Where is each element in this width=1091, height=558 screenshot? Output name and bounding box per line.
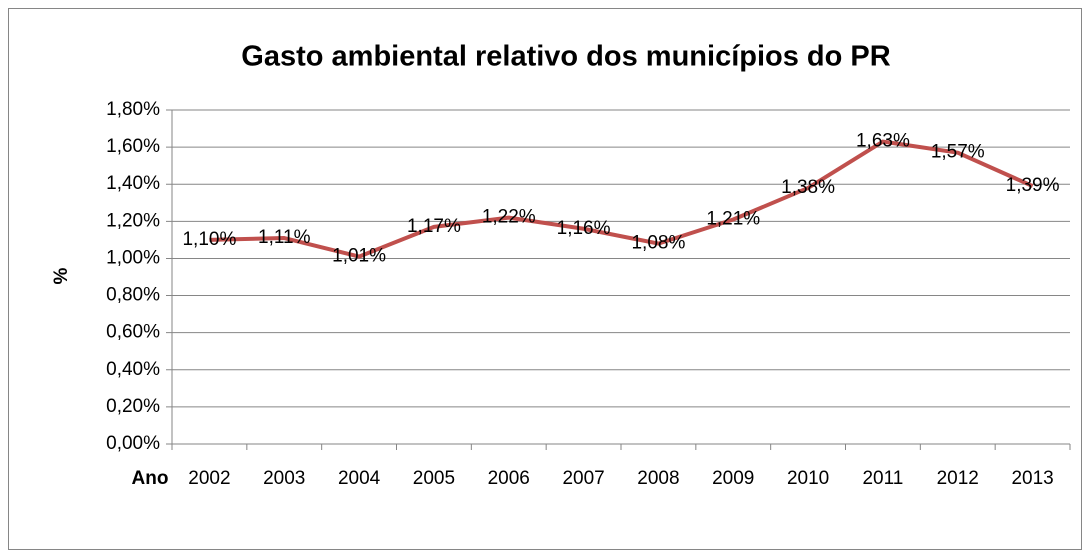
x-tick-label: 2011	[862, 468, 903, 489]
line-series	[209, 139, 1034, 259]
data-label: 1,38%	[781, 177, 835, 198]
x-tick-label: 2008	[637, 468, 679, 489]
y-tick-label: 0,80%	[106, 285, 160, 306]
y-tick-label: 1,40%	[106, 173, 160, 194]
data-label: 1,22%	[482, 207, 536, 228]
data-label: 1,11%	[258, 227, 311, 248]
chart-title: Gasto ambiental relativo dos municípios …	[241, 41, 890, 73]
x-tick-label: 2007	[562, 468, 604, 489]
data-label: 1,39%	[1006, 175, 1060, 196]
x-tick-label: 2013	[1011, 468, 1053, 489]
y-tick-label: 0,20%	[106, 396, 160, 417]
y-tick-label: 0,00%	[106, 433, 160, 454]
data-label: 1,10%	[182, 229, 236, 250]
data-label: 1,01%	[332, 246, 386, 267]
x-tick-label: 2005	[413, 468, 455, 489]
x-tick-label: 2010	[787, 468, 829, 489]
x-tick-label: 2003	[263, 468, 305, 489]
x-tick-label: 2002	[188, 468, 230, 489]
x-axis-label: Ano	[132, 468, 169, 489]
data-label: 1,63%	[856, 131, 910, 152]
data-label: 1,57%	[931, 142, 985, 163]
x-tick-label: 2009	[712, 468, 754, 489]
y-tick-label: 0,40%	[106, 359, 160, 380]
y-tick-label: 1,00%	[106, 247, 160, 268]
y-tick-label: 0,60%	[106, 322, 160, 343]
y-axis-label: %	[51, 267, 72, 284]
x-tick-label: 2004	[338, 468, 381, 489]
data-label: 1,21%	[706, 208, 760, 229]
x-tick-label: 2006	[488, 468, 530, 489]
data-label: 1,16%	[557, 218, 611, 239]
data-label: 1,08%	[631, 233, 685, 254]
data-label: 1,17%	[407, 216, 461, 237]
y-tick-label: 1,80%	[106, 99, 160, 120]
chart-border	[8, 8, 1082, 550]
y-tick-label: 1,20%	[106, 210, 160, 231]
x-tick-label: 2012	[937, 468, 979, 489]
y-tick-label: 1,60%	[106, 136, 160, 157]
